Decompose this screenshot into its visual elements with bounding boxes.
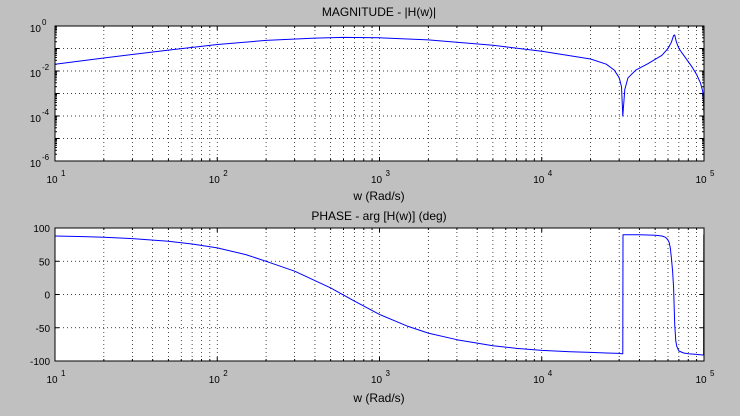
axes-frame xyxy=(54,25,705,162)
x-tick-exponent: 4 xyxy=(548,369,553,378)
y-tick-label: 0 xyxy=(44,291,50,302)
x-tick-exponent: 5 xyxy=(710,169,715,178)
y-tick-label: 50 xyxy=(39,257,51,268)
y-tick-exponent: -2 xyxy=(42,63,50,72)
x-tick-label: 10 xyxy=(695,375,707,386)
y-tick-label: 10 xyxy=(30,69,42,80)
series-line xyxy=(54,234,705,356)
x-tick-label: 10 xyxy=(695,175,707,186)
x-tick-label: 10 xyxy=(371,375,383,386)
y-tick-exponent: 0 xyxy=(42,18,47,27)
magnitude-xlabel: w (Rad/s) xyxy=(352,189,404,203)
x-tick-exponent: 3 xyxy=(386,169,391,178)
x-tick-exponent: 3 xyxy=(386,369,391,378)
y-tick-label: 10 xyxy=(30,114,42,125)
y-tick-exponent: -4 xyxy=(42,108,50,117)
x-tick-label: 10 xyxy=(371,175,383,186)
phase-title: PHASE - arg [H(w)] (deg) xyxy=(311,209,446,223)
phase-xlabel: w (Rad/s) xyxy=(352,391,404,405)
y-tick-label: -100 xyxy=(30,357,50,368)
x-tick-exponent: 1 xyxy=(61,169,66,178)
x-tick-label: 10 xyxy=(46,175,58,186)
x-tick-label: 10 xyxy=(209,375,221,386)
x-tick-label: 10 xyxy=(533,175,545,186)
y-tick-label: -50 xyxy=(36,324,51,335)
axes-frame xyxy=(54,227,705,362)
magnitude-title: MAGNITUDE - |H(w)| xyxy=(322,5,436,19)
series-line xyxy=(54,34,705,117)
x-tick-exponent: 2 xyxy=(223,169,228,178)
x-tick-exponent: 5 xyxy=(710,369,715,378)
x-tick-exponent: 1 xyxy=(61,369,66,378)
y-tick-label: 100 xyxy=(33,224,50,235)
x-tick-label: 10 xyxy=(209,175,221,186)
y-tick-exponent: -6 xyxy=(42,153,50,162)
x-tick-exponent: 2 xyxy=(223,369,228,378)
y-tick-label: 10 xyxy=(30,24,42,35)
x-tick-label: 10 xyxy=(46,375,58,386)
x-tick-exponent: 4 xyxy=(548,169,553,178)
y-tick-label: 10 xyxy=(30,159,42,170)
x-tick-label: 10 xyxy=(533,375,545,386)
